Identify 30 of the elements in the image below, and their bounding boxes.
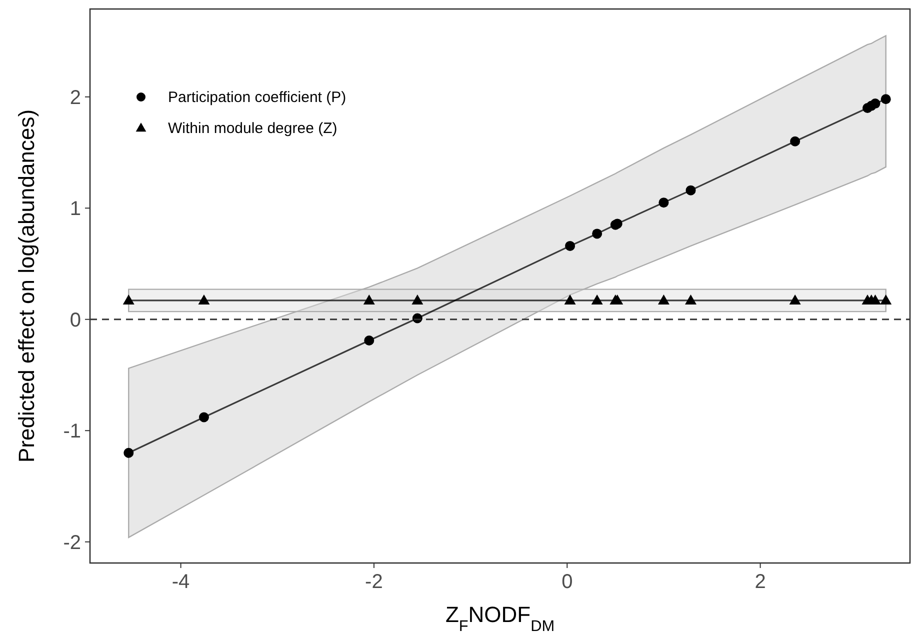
point (789, 294, 801, 304)
y-tick-label: -1 (63, 420, 81, 443)
point (412, 294, 424, 304)
point (685, 294, 697, 304)
y-tick-label: 2 (70, 86, 81, 109)
point (592, 228, 602, 239)
point (790, 136, 800, 146)
point (198, 294, 210, 304)
x-tick-label: 2 (754, 571, 766, 593)
x-tick-label: -4 (172, 571, 190, 593)
x-tick-label: 0 (562, 571, 573, 593)
x-axis-title: Z$_{F}$NODF$_{DM}$ (445, 602, 555, 634)
point (870, 98, 880, 109)
point (686, 185, 696, 196)
y-axis-title: Predicted effect on log(abundances) (14, 109, 39, 463)
point (564, 294, 576, 304)
point (591, 294, 603, 304)
point (658, 294, 670, 304)
point (658, 198, 669, 208)
y-tick-label: 1 (70, 198, 81, 220)
y-tick-label: 0 (70, 309, 81, 332)
y-tick-label: -2 (63, 532, 81, 554)
x-tick-label: -2 (365, 571, 383, 593)
legend-label: Within module degree (Z) (168, 120, 338, 137)
legend-label: Participation coefficient (P) (168, 89, 346, 106)
point (122, 294, 134, 304)
point (565, 240, 576, 251)
point (880, 94, 891, 104)
point (880, 294, 892, 304)
point (363, 294, 375, 304)
